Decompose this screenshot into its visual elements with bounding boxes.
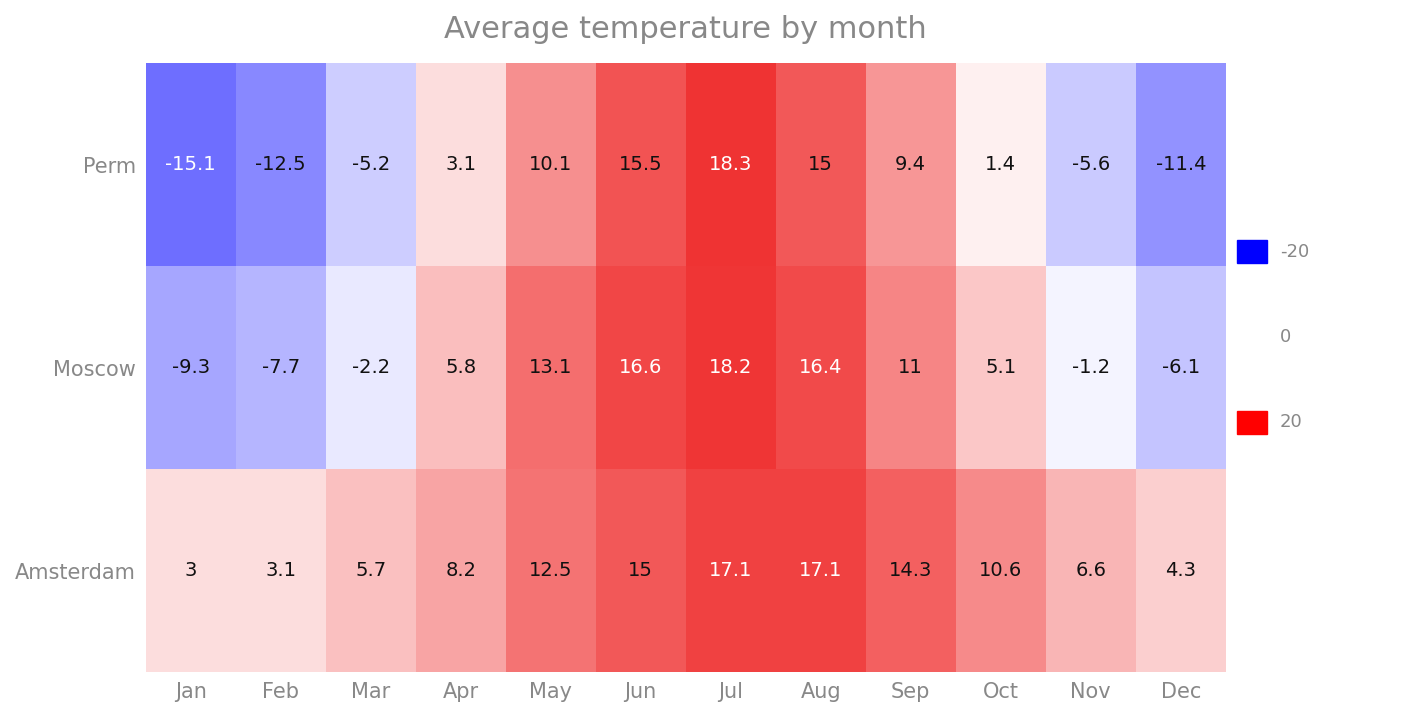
Bar — [1046, 63, 1136, 266]
Bar — [506, 469, 596, 673]
Text: 8.2: 8.2 — [445, 561, 476, 580]
Bar — [235, 469, 326, 673]
Bar — [956, 469, 1046, 673]
Text: -1.2: -1.2 — [1072, 358, 1110, 377]
Bar — [596, 469, 685, 673]
Text: 18.3: 18.3 — [710, 155, 752, 174]
Text: 16.6: 16.6 — [618, 358, 663, 377]
Bar — [235, 63, 326, 266]
Bar — [1046, 266, 1136, 469]
Bar — [1136, 266, 1226, 469]
Text: -5.6: -5.6 — [1072, 155, 1110, 174]
Text: 13.1: 13.1 — [529, 358, 573, 377]
Bar — [416, 469, 506, 673]
Text: 11: 11 — [898, 358, 923, 377]
Text: -6.1: -6.1 — [1161, 358, 1200, 377]
Bar — [1136, 469, 1226, 673]
Bar — [145, 63, 235, 266]
Bar — [326, 469, 416, 673]
Bar — [956, 266, 1046, 469]
Text: -12.5: -12.5 — [255, 155, 306, 174]
Text: -9.3: -9.3 — [171, 358, 209, 377]
Text: 15.5: 15.5 — [618, 155, 663, 174]
Text: 10.6: 10.6 — [979, 561, 1022, 580]
Text: 5.8: 5.8 — [445, 358, 476, 377]
Bar — [685, 266, 775, 469]
Text: -5.2: -5.2 — [352, 155, 390, 174]
Text: 3: 3 — [184, 561, 197, 580]
Text: 18.2: 18.2 — [710, 358, 752, 377]
Bar — [1046, 469, 1136, 673]
Text: -20: -20 — [1280, 243, 1310, 261]
Text: 6.6: 6.6 — [1076, 561, 1106, 580]
Bar — [326, 266, 416, 469]
Text: -7.7: -7.7 — [262, 358, 299, 377]
Bar — [1237, 411, 1267, 434]
Bar — [775, 469, 866, 673]
Text: 15: 15 — [628, 561, 653, 580]
Text: 3.1: 3.1 — [445, 155, 476, 174]
Bar — [506, 266, 596, 469]
Bar — [506, 63, 596, 266]
Bar — [866, 266, 956, 469]
Bar — [1136, 63, 1226, 266]
Text: 14.3: 14.3 — [889, 561, 932, 580]
Bar — [866, 469, 956, 673]
Text: 5.1: 5.1 — [985, 358, 1016, 377]
Bar — [326, 63, 416, 266]
Bar — [145, 266, 235, 469]
Text: 1.4: 1.4 — [985, 155, 1016, 174]
Text: -2.2: -2.2 — [352, 358, 389, 377]
Text: 15: 15 — [808, 155, 834, 174]
Text: 16.4: 16.4 — [799, 358, 842, 377]
Bar — [235, 266, 326, 469]
Text: -15.1: -15.1 — [165, 155, 217, 174]
Text: 9.4: 9.4 — [895, 155, 926, 174]
Text: 3.1: 3.1 — [265, 561, 296, 580]
Text: 12.5: 12.5 — [529, 561, 573, 580]
Bar — [956, 63, 1046, 266]
Text: 5.7: 5.7 — [355, 561, 386, 580]
Bar — [775, 266, 866, 469]
Text: 20: 20 — [1280, 414, 1302, 432]
Text: 17.1: 17.1 — [799, 561, 842, 580]
Bar — [866, 63, 956, 266]
Bar — [416, 266, 506, 469]
Bar — [596, 63, 685, 266]
Bar — [1237, 240, 1267, 263]
Bar — [685, 63, 775, 266]
Text: 0: 0 — [1280, 328, 1291, 346]
Text: 17.1: 17.1 — [710, 561, 752, 580]
Text: 10.1: 10.1 — [529, 155, 573, 174]
Text: -11.4: -11.4 — [1156, 155, 1206, 174]
Bar — [145, 469, 235, 673]
Bar — [685, 469, 775, 673]
Text: 4.3: 4.3 — [1166, 561, 1196, 580]
Bar — [416, 63, 506, 266]
Title: Average temperature by month: Average temperature by month — [445, 15, 928, 44]
Bar — [775, 63, 866, 266]
Bar — [596, 266, 685, 469]
